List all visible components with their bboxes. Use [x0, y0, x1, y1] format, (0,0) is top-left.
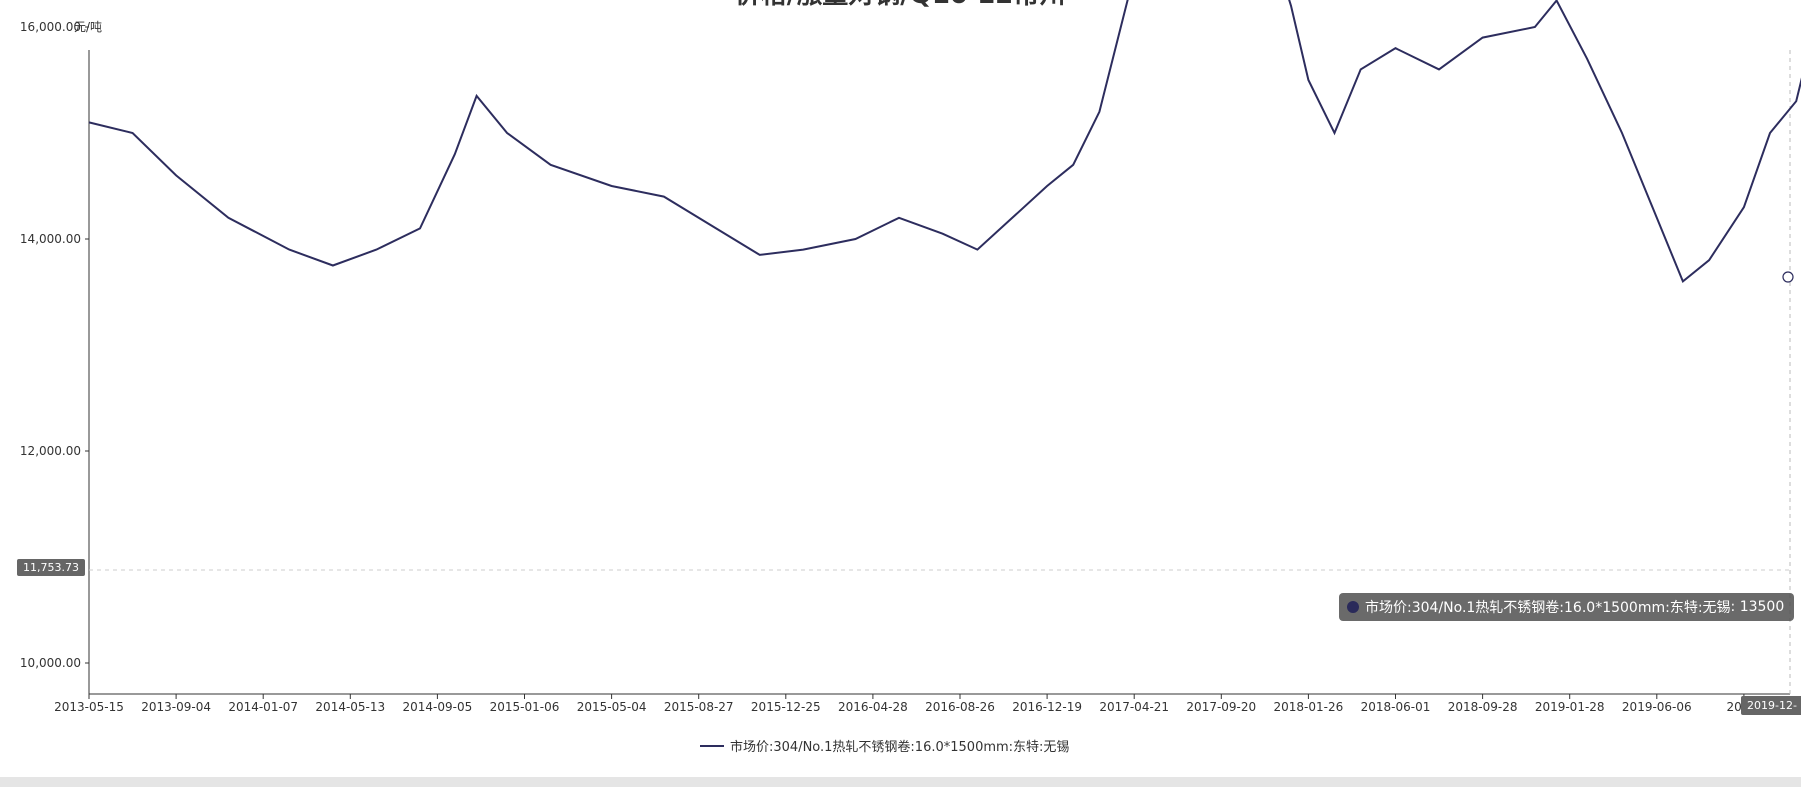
- x-tick-label: 2014-05-13: [315, 700, 385, 714]
- x-tick-label: 2017-04-21: [1099, 700, 1169, 714]
- tooltip: 市场价:304/No.1热轧不锈钢卷:16.0*1500mm:东特:无锡 : 1…: [1339, 593, 1795, 621]
- crosshair-y-label: 11,753.73: [17, 559, 85, 576]
- x-tick-label: 2015-12-25: [751, 700, 821, 714]
- y-ticks: 10,000.0012,000.0014,000.0016,000.0018,0…: [20, 20, 89, 670]
- tooltip-separator: :: [1730, 599, 1740, 615]
- x-tick-label: 2017-09-20: [1186, 700, 1256, 714]
- tooltip-value: 13500: [1739, 599, 1785, 615]
- x-tick-label: 2018-06-01: [1361, 700, 1431, 714]
- legend-label: 市场价:304/No.1热轧不锈钢卷:16.0*1500mm:东特:无锡: [730, 740, 1070, 755]
- x-ticks: 2013-05-15 2013-09-04 2014-01-07 2014-05-13…: [54, 694, 1761, 714]
- legend[interactable]: 市场价:304/No.1热轧不锈钢卷:16.0*1500mm:东特:无锡: [700, 736, 1069, 755]
- chart-title: 价格/涨量对钢/Q10 12常州: [735, 0, 1066, 10]
- x-tick-label: 2018-09-28: [1448, 700, 1518, 714]
- x-tick-label: 2015-01-06: [490, 700, 560, 714]
- y-tick-label: 10,000.00: [20, 656, 81, 670]
- x-tick-label: 2016-04-28: [838, 700, 908, 714]
- x-tick-label: 2015-08-27: [664, 700, 734, 714]
- tooltip-series-name: 市场价:304/No.1热轧不锈钢卷:16.0*1500mm:东特:无锡: [1365, 600, 1731, 616]
- x-tick-label: 2014-01-07: [228, 700, 298, 714]
- x-tick-label: 2013-05-15: [54, 700, 124, 714]
- x-tick-label: 2015-05-04: [577, 700, 647, 714]
- x-tick-label: 2018-01-26: [1274, 700, 1344, 714]
- series-line: [88, 0, 1801, 284]
- y-tick-label: 12,000.00: [20, 444, 81, 458]
- x-tick-label: 2019-06-06: [1622, 700, 1692, 714]
- x-tick-label: 2019-01-28: [1535, 700, 1605, 714]
- x-tick-label: 2014-09-05: [403, 700, 473, 714]
- x-tick-label: 2016-12-19: [1012, 700, 1082, 714]
- y-tick-label: 14,000.00: [20, 232, 81, 246]
- series-color-dot: [1347, 601, 1359, 613]
- y-tick-label: 16,000.00: [20, 20, 81, 34]
- legend-line-icon: [700, 744, 724, 747]
- hover-point[interactable]: [1782, 271, 1794, 283]
- crosshair-x-label: 2019-12-: [1741, 696, 1801, 715]
- x-tick-label: 2016-08-26: [925, 700, 995, 714]
- x-tick-label: 2013-09-04: [141, 700, 211, 714]
- bottom-scrollbar[interactable]: [0, 777, 1801, 787]
